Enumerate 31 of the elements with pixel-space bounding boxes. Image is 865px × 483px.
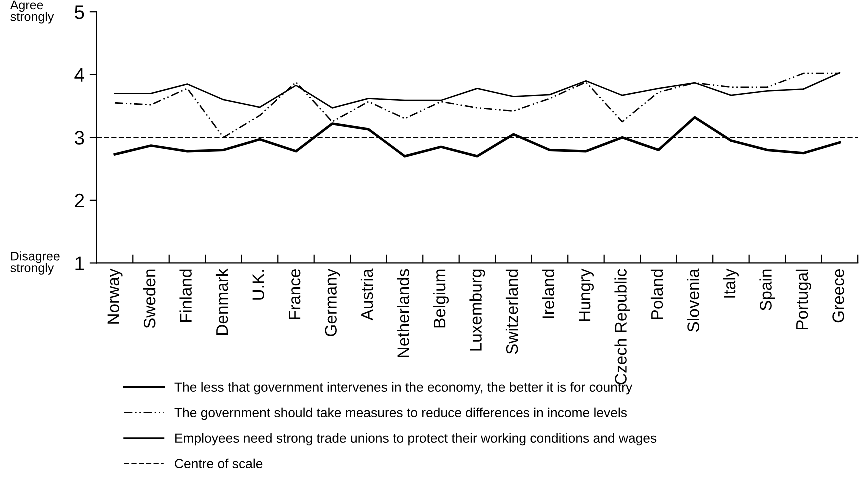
y-tick-label: 2	[75, 194, 84, 208]
text: Disagree strongly	[10, 252, 60, 275]
x-tick-label: Italy	[723, 268, 739, 298]
legend-label: Employees need strong trade unions to protect their working conditions and wages	[176, 433, 657, 446]
x-tick-label: Greece	[832, 270, 844, 323]
x-tick-label: Hungry	[579, 268, 594, 322]
x-tick-label: Netherlands	[397, 269, 410, 358]
text: Agree strongly	[10, 0, 54, 24]
x-tick-label: Czech Republic	[614, 269, 630, 385]
x-tick-label: Belgium	[433, 270, 449, 328]
x-tick-label: Portugal	[796, 270, 812, 330]
x-tick-label: Finland	[180, 270, 192, 322]
x-tick-label: Switzerland	[506, 270, 518, 354]
x-tick-label: Ireland	[542, 270, 554, 318]
y-tick-label: 1	[76, 256, 84, 270]
legend-label: The government should take measures to reduce differences in income levels	[174, 408, 628, 420]
x-tick-label: Spain	[760, 270, 776, 311]
y-tick-label: 4	[74, 68, 85, 82]
x-tick-label: Sweden	[143, 270, 156, 328]
x-tick-label: Luxemburg	[470, 270, 486, 351]
x-tick-label: Slovenia	[687, 268, 700, 332]
x-tick-label: Denmark	[216, 268, 228, 336]
legend-label: Centre of scale	[175, 458, 263, 469]
y-tick-label: 3	[75, 131, 84, 145]
x-tick-label: France	[289, 270, 301, 320]
x-tick-label: Germany	[325, 268, 340, 336]
x-tick-label: Norway	[108, 268, 123, 324]
x-tick-label: Austria	[360, 268, 374, 321]
x-tick-label: Poland	[650, 270, 664, 320]
x-tick-label: U.K.	[252, 270, 264, 300]
y-tick-label: 5	[75, 6, 84, 20]
